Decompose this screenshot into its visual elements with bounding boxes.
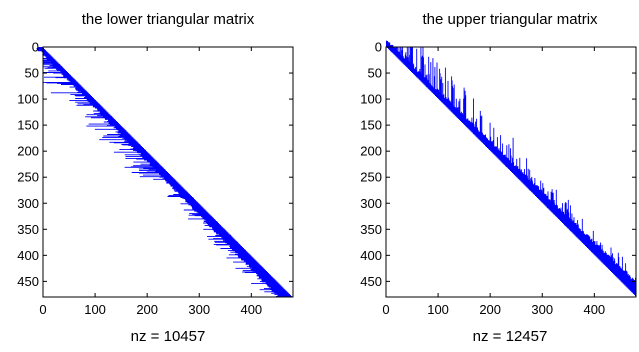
chart-title-upper: the upper triangular matrix xyxy=(422,11,598,28)
chart-upper-triangular: the upper triangular matrix 0 100 200 300 40… xyxy=(360,11,637,345)
plot-frame-lower xyxy=(42,46,294,298)
spy-marks-lower xyxy=(36,47,292,298)
x-tick-label: 300 xyxy=(188,302,210,317)
y-tick-label: 300 xyxy=(17,196,39,211)
y-tick-label: 300 xyxy=(360,196,382,211)
axis-ticks-upper: 0 100 200 300 400 0 50 100 150 200 250 300 350 400 450 xyxy=(360,40,636,317)
spy-offdiagonal-entries xyxy=(43,50,292,298)
y-tick-label: 350 xyxy=(360,222,382,237)
x-tick-label: 300 xyxy=(531,302,553,317)
y-tick-label: 200 xyxy=(360,144,382,159)
y-tick-label: 100 xyxy=(360,92,382,107)
x-tick-label: 400 xyxy=(240,302,262,317)
y-tick-label: 100 xyxy=(17,92,39,107)
axis-ticks-lower: 0 100 200 300 400 0 50 100 150 200 250 300 350 400 450 xyxy=(17,40,293,317)
y-tick-label: 250 xyxy=(17,170,39,185)
y-tick-label: 350 xyxy=(17,222,39,237)
x-tick-label: 200 xyxy=(479,302,501,317)
y-tick-label: 0 xyxy=(375,40,382,55)
y-tick-label: 400 xyxy=(360,248,382,263)
x-axis-label-lower: nz = 10457 xyxy=(131,328,206,345)
plot-frame-upper xyxy=(385,46,637,298)
x-tick-label: 0 xyxy=(39,302,46,317)
y-tick-label: 150 xyxy=(17,118,39,133)
y-tick-label: 400 xyxy=(17,248,39,263)
x-tick-label: 100 xyxy=(84,302,106,317)
spy-marks-upper xyxy=(386,40,636,296)
x-tick-label: 400 xyxy=(583,302,605,317)
y-tick-label: 250 xyxy=(360,170,382,185)
chart-lower-triangular: the lower triangular matrix 0 100 200 300 40… xyxy=(17,11,294,345)
x-tick-label: 0 xyxy=(382,302,389,317)
chart-title-lower: the lower triangular matrix xyxy=(82,11,255,28)
y-tick-label: 450 xyxy=(17,274,39,289)
y-tick-label: 50 xyxy=(368,66,382,81)
y-tick-label: 0 xyxy=(32,40,39,55)
spy-offdiagonal-entries xyxy=(388,47,636,295)
y-tick-label: 50 xyxy=(25,66,39,81)
x-tick-label: 100 xyxy=(427,302,449,317)
y-tick-label: 200 xyxy=(17,144,39,159)
y-tick-label: 450 xyxy=(360,274,382,289)
x-tick-label: 200 xyxy=(136,302,158,317)
x-axis-label-upper: nz = 12457 xyxy=(473,328,548,345)
y-tick-label: 150 xyxy=(360,118,382,133)
